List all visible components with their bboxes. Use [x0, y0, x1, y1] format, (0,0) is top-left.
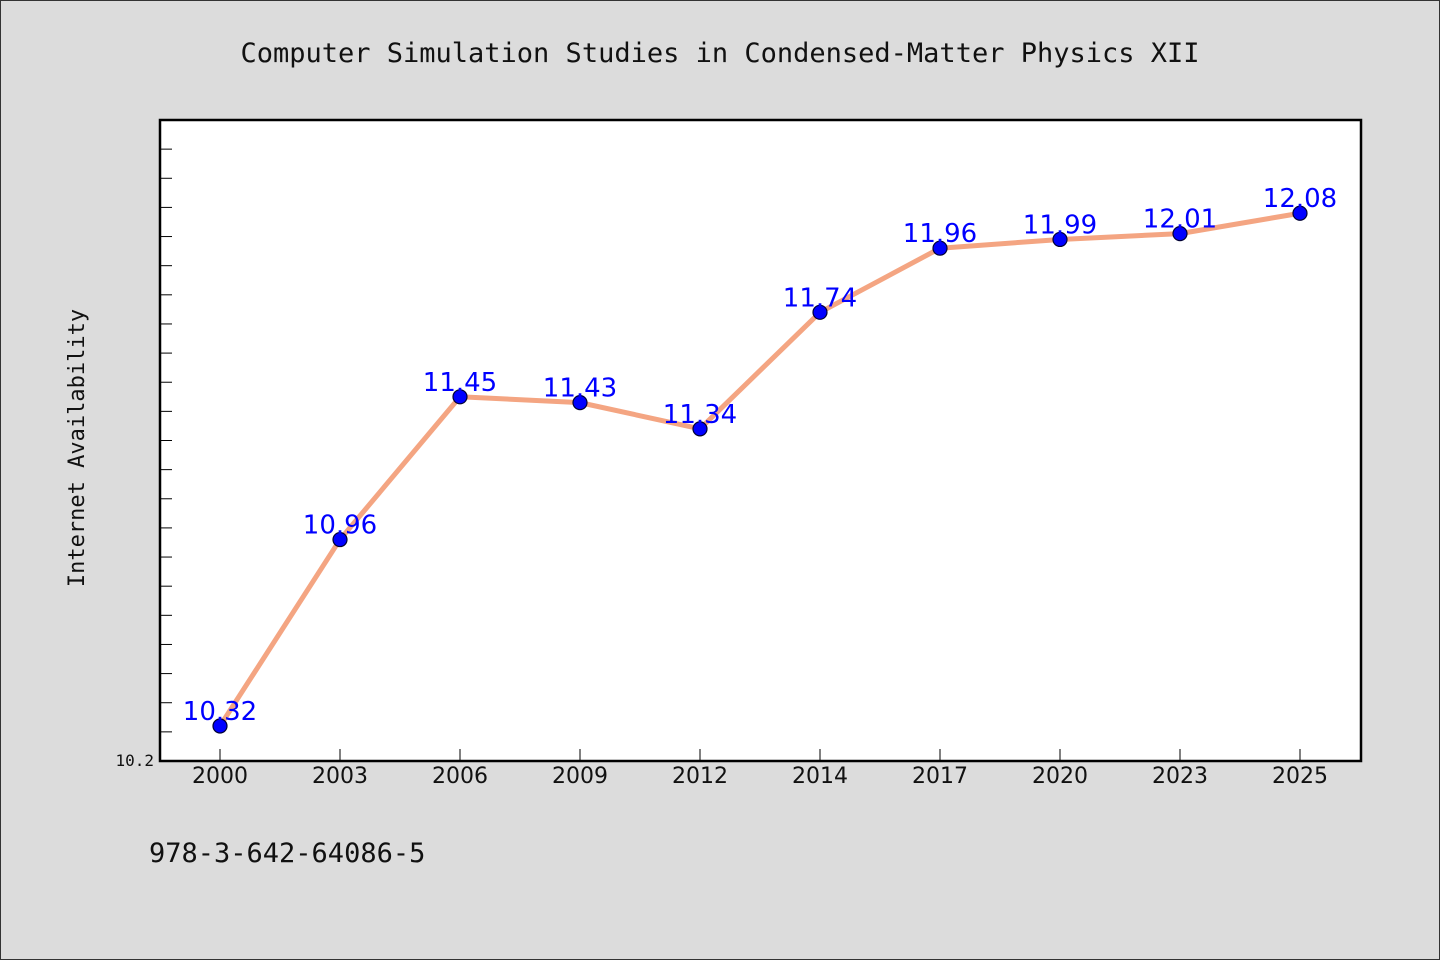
data-label: 10.96	[303, 511, 377, 541]
data-point	[932, 240, 948, 256]
data-label: 10.32	[183, 697, 257, 727]
data-labels: 10.32 10.96 11.45 11.43 11.34 11.74 11.96 11.99…	[183, 184, 1337, 727]
data-label: 12.08	[1263, 184, 1337, 214]
data-label: 12.01	[1143, 205, 1217, 235]
x-tick-label: 2006	[432, 764, 488, 789]
x-tick-label: 2017	[912, 764, 968, 789]
data-label: 11.99	[1023, 210, 1097, 240]
x-tick-label: 2014	[792, 764, 848, 789]
series-line	[217, 210, 1303, 729]
data-point	[332, 531, 348, 548]
data-label: 11.74	[783, 283, 857, 313]
data-point	[1292, 205, 1308, 221]
x-tick-label: 2023	[1152, 764, 1208, 789]
data-point	[692, 421, 708, 437]
y-axis-label: Internet Availability	[65, 309, 90, 587]
y-tick-label: 10.2	[115, 751, 154, 770]
x-tick-label: 2012	[672, 764, 728, 789]
data-point	[1052, 231, 1068, 248]
plot-area	[158, 118, 1363, 763]
chart-title: Computer Simulation Studies in Condensed…	[240, 38, 1199, 69]
data-label: 11.43	[543, 374, 617, 404]
x-tick-label: 2009	[552, 764, 608, 789]
data-markers	[212, 205, 1308, 734]
x-tick-label: 2000	[192, 764, 248, 789]
y-axis-ticks: 10.2	[115, 119, 172, 770]
data-point	[452, 389, 468, 405]
series-line-group	[217, 210, 1303, 729]
data-label: 11.45	[423, 368, 497, 398]
x-axis-ticks: 2000 2003 2006 2009 2012 2014 2017 2020 2023 2025	[192, 749, 1328, 789]
data-label: 11.96	[903, 219, 977, 249]
data-point	[572, 395, 588, 411]
data-point	[212, 718, 228, 734]
x-tick-label: 2025	[1272, 764, 1328, 789]
data-point	[1172, 226, 1188, 242]
data-label: 11.34	[663, 400, 737, 430]
data-point	[812, 304, 828, 320]
x-tick-label: 2020	[1032, 764, 1088, 789]
x-tick-label: 2003	[312, 764, 368, 789]
isbn-footer: 978-3-642-64086-5	[149, 838, 425, 869]
